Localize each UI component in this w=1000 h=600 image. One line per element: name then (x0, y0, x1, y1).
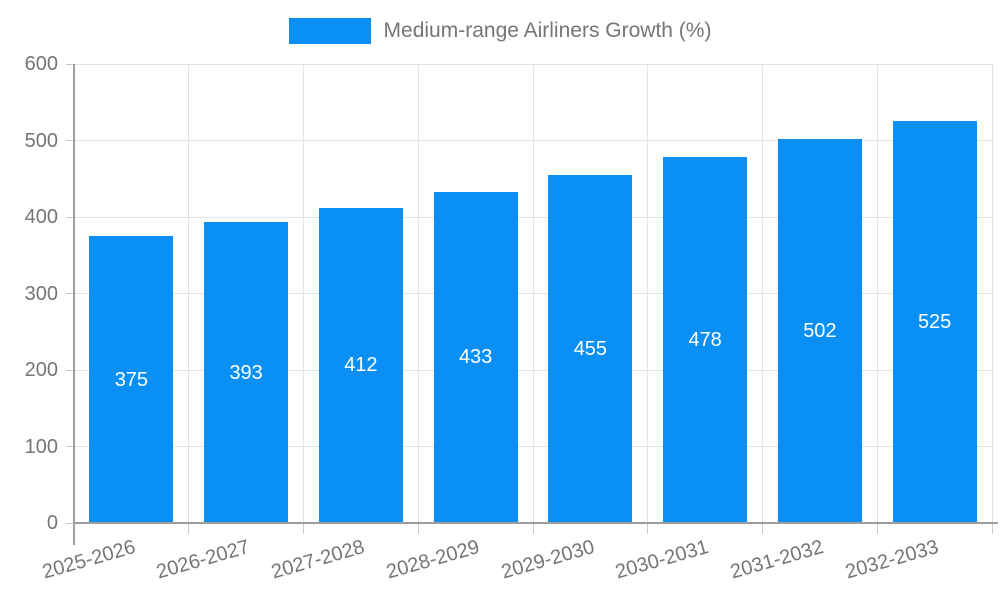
bar-value-label: 502 (803, 319, 837, 342)
bar[interactable]: 478 (663, 157, 748, 523)
y-axis-label: 0 (46, 512, 58, 534)
bar-value-label: 525 (917, 311, 952, 334)
bar-value-label: 393 (229, 361, 263, 384)
x-tick (417, 524, 419, 534)
legend-label: Medium-range Airliners Growth (%) (383, 19, 712, 42)
y-axis-label: 300 (24, 282, 58, 305)
x-axis-label: 2026-2027 (154, 535, 253, 584)
x-axis-line (74, 522, 998, 524)
bar-value-label: 375 (114, 368, 149, 391)
x-axis-label: 2028-2029 (383, 535, 482, 584)
bar[interactable]: 455 (548, 174, 633, 523)
v-gridline (876, 64, 878, 523)
v-gridline (991, 64, 993, 523)
y-tick (66, 216, 74, 218)
x-axis-label: 2032-2033 (842, 535, 941, 584)
bar[interactable]: 412 (318, 207, 403, 523)
y-tick (66, 522, 74, 524)
bar[interactable]: 375 (89, 236, 174, 523)
legend[interactable]: Medium-range Airliners Growth (%) (0, 16, 1000, 46)
y-tick (66, 63, 74, 65)
y-tick (66, 140, 74, 141)
bar-value-label: 455 (573, 337, 608, 360)
bar[interactable]: 525 (892, 121, 977, 523)
y-axis-label: 100 (24, 435, 58, 458)
bar-value-label: 478 (688, 329, 722, 352)
bar[interactable]: 433 (433, 191, 518, 523)
x-tick (647, 524, 649, 534)
x-tick (876, 524, 878, 534)
v-gridline (188, 64, 190, 523)
y-axis-label: 400 (24, 206, 58, 228)
x-tick (991, 524, 993, 534)
x-tick (532, 524, 534, 534)
y-axis-line (73, 64, 75, 545)
y-tick (66, 369, 74, 371)
x-axis-label: 2031-2032 (728, 535, 827, 584)
v-gridline (647, 64, 649, 523)
legend-swatch (288, 18, 371, 44)
bar[interactable]: 502 (777, 138, 862, 523)
x-tick (188, 524, 190, 534)
x-axis-label: 2030-2031 (613, 535, 712, 584)
v-gridline (762, 64, 763, 523)
y-tick (66, 293, 74, 294)
x-axis-label: 2027-2028 (269, 535, 368, 584)
x-axis-label: 2029-2030 (498, 535, 597, 584)
bar-value-label: 433 (458, 346, 493, 369)
y-axis-label: 600 (24, 53, 58, 75)
v-gridline (417, 64, 419, 523)
v-gridline (532, 64, 534, 523)
bar[interactable]: 393 (204, 222, 289, 523)
x-tick (303, 524, 304, 534)
v-gridline (303, 64, 304, 523)
y-tick (66, 446, 74, 447)
y-axis-label: 500 (24, 129, 58, 152)
x-tick (762, 524, 763, 534)
x-axis-label: 2025-2026 (39, 535, 138, 584)
bar-value-label: 412 (344, 354, 378, 377)
y-axis-label: 200 (24, 359, 58, 381)
